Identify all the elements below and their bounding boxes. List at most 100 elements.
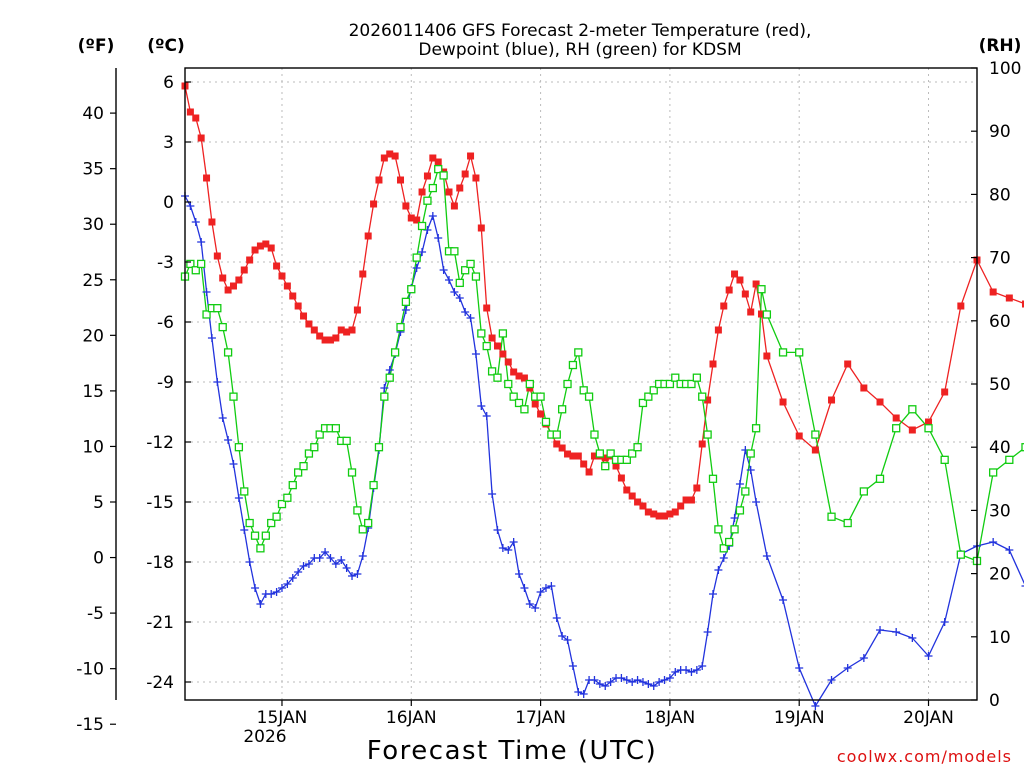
rh-tick-label: 70 — [989, 249, 1011, 269]
rh-point — [746, 449, 755, 458]
rh-point — [541, 417, 551, 427]
temperature-point — [1005, 294, 1013, 302]
dewpoint-point — [859, 654, 868, 662]
dewpoint-point — [283, 580, 292, 588]
rh-point — [892, 424, 901, 433]
dewpoint-point — [940, 618, 949, 626]
celsius-unit-label: (ºC) — [147, 36, 185, 56]
dewpoint-point — [186, 202, 195, 210]
dewpoint-point — [213, 378, 222, 386]
fahrenheit-tick-label: 25 — [82, 271, 104, 291]
temperature-point — [208, 218, 216, 226]
dewpoint-point — [229, 460, 238, 468]
temperature-point — [574, 452, 582, 460]
temperature-point — [957, 302, 965, 310]
temperature-point — [682, 496, 690, 504]
temperature-point — [326, 336, 334, 344]
rh-point — [536, 392, 545, 401]
dewpoint-point — [795, 664, 804, 672]
temperature-point — [456, 184, 464, 192]
celsius-tick-label: 3 — [163, 133, 174, 153]
dewpoint-point — [455, 294, 464, 302]
temperature-point — [348, 326, 356, 334]
rh-point — [267, 518, 276, 528]
dewpoint-point — [762, 552, 771, 560]
rh-point — [197, 259, 206, 269]
rh-point — [487, 367, 497, 376]
temperature-point — [908, 426, 916, 434]
dewpoint-point — [509, 538, 518, 546]
dewpoint-point — [606, 678, 615, 686]
temperature-point — [553, 440, 561, 448]
rh-point — [331, 424, 341, 433]
temperature-point — [580, 460, 588, 468]
dewpoint-point — [552, 614, 561, 622]
dewpoint-point — [525, 600, 534, 608]
temperature-point — [558, 444, 566, 452]
rh-point — [595, 449, 605, 458]
celsius-tick-label: -3 — [157, 253, 174, 273]
dewpoint-point — [735, 480, 744, 488]
rh-point — [450, 247, 459, 256]
temperature-point — [709, 360, 717, 368]
temperature-point — [736, 276, 744, 284]
dewpoint-point — [515, 570, 524, 578]
temperature-point — [779, 398, 787, 406]
rh-point — [520, 405, 529, 414]
dewpoint-point — [315, 554, 324, 562]
rh-point — [412, 253, 421, 262]
rh-point — [762, 310, 772, 319]
rh-tick-label: 50 — [989, 375, 1011, 395]
temperature-point — [294, 302, 302, 310]
rh-point — [730, 525, 739, 534]
dewpoint-point — [191, 218, 200, 226]
temperature-point — [844, 360, 852, 368]
dewpoint-point — [299, 562, 308, 570]
rh-point — [687, 379, 696, 389]
fahrenheit-tick-label: -10 — [76, 660, 104, 680]
fahrenheit-tick-label: -5 — [87, 604, 104, 624]
rh-point — [218, 322, 227, 332]
temperature-point — [397, 176, 405, 184]
temperature-point — [687, 496, 695, 504]
rh-point — [471, 272, 481, 281]
dewpoint-point — [385, 366, 394, 374]
temperature-point — [537, 410, 545, 418]
dewpoint-point — [256, 600, 265, 608]
rh-tick-label: 100 — [989, 59, 1021, 79]
temperature-point — [289, 292, 297, 300]
dewpoint-point — [622, 676, 631, 684]
rh-point — [644, 392, 653, 401]
temperature-point — [752, 280, 760, 288]
rh-tick-label: 90 — [989, 122, 1011, 142]
temperature-point — [203, 174, 211, 182]
watermark: coolwx.com/models — [837, 747, 1012, 766]
temperature-point — [235, 276, 243, 284]
temperature-point — [634, 498, 642, 506]
rh-point — [342, 436, 351, 446]
celsius-tick-label: -12 — [146, 433, 174, 453]
rh-point — [708, 474, 718, 483]
temperature-point — [698, 440, 706, 448]
temperature-point — [445, 188, 453, 196]
rh-point — [455, 278, 464, 288]
temperature-point — [860, 384, 868, 392]
dewpoint-point — [536, 588, 545, 596]
rh-point — [719, 544, 728, 553]
temperature-point — [246, 256, 254, 264]
temperature-point — [402, 202, 410, 210]
dewpoint-point — [644, 680, 653, 688]
rh-point — [380, 392, 389, 401]
temperature-point — [731, 270, 739, 278]
dewpoint-point — [197, 238, 206, 246]
rh-point — [191, 266, 200, 275]
rh-point — [590, 430, 599, 439]
plot-frame — [184, 67, 978, 701]
dewpoint-point — [412, 264, 421, 272]
dewpoint-point — [234, 494, 243, 502]
rh-point — [552, 430, 561, 439]
rh-point — [304, 449, 314, 458]
temperature-point — [283, 282, 291, 290]
temperature-point — [531, 400, 539, 408]
temperature-point — [876, 398, 884, 406]
